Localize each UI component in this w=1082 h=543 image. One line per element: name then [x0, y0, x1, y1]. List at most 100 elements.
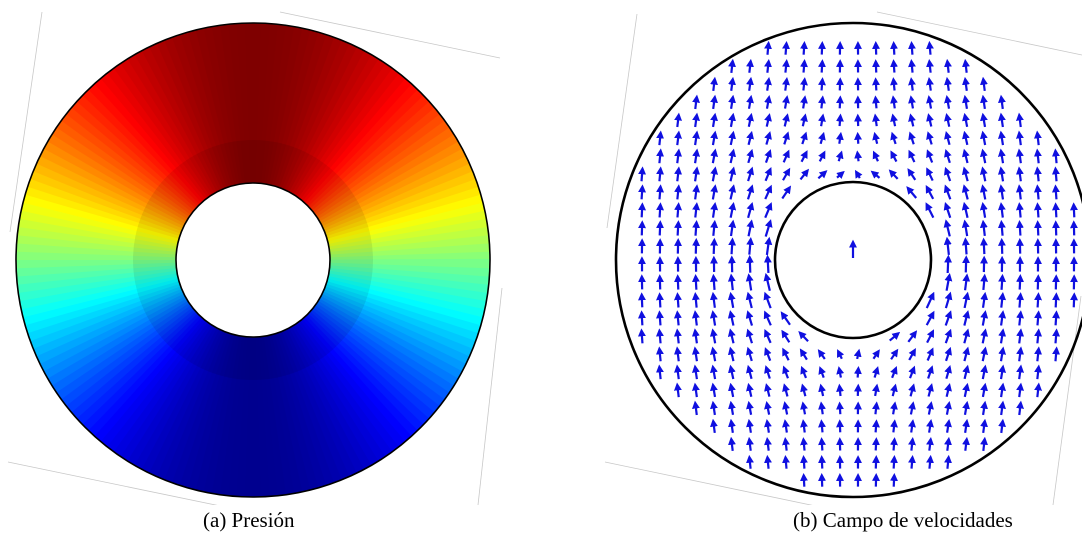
velocity-arrow — [870, 170, 881, 179]
velocity-arrow — [872, 349, 880, 360]
velocity-arrow — [746, 454, 754, 469]
velocity-arrow — [746, 112, 754, 127]
velocity-arrow — [872, 437, 880, 451]
velocity-arrow — [745, 254, 754, 273]
velocity-arrow — [782, 365, 790, 379]
velocity-arrow — [944, 254, 953, 274]
velocity-arrow — [908, 419, 916, 433]
velocity-arrow — [944, 382, 952, 397]
velocity-arrow — [728, 219, 737, 237]
velocity-arrow — [962, 328, 971, 344]
velocity-arrow — [800, 365, 808, 379]
velocity-arrow — [746, 237, 755, 255]
velocity-arrow — [1034, 364, 1043, 380]
velocity-arrow — [763, 310, 772, 326]
velocity-arrow — [1016, 112, 1024, 128]
frame-line — [876, 11, 1082, 56]
velocity-arrow — [782, 437, 790, 451]
velocity-arrow — [1033, 166, 1042, 182]
velocity-arrow — [818, 95, 826, 109]
velocity-arrow — [908, 454, 916, 469]
velocity-arrow — [745, 310, 754, 326]
velocity-arrow — [746, 94, 754, 109]
velocity-arrow — [962, 58, 970, 73]
velocity-arrow — [674, 220, 683, 236]
velocity-arrow — [872, 366, 880, 378]
velocity-arrow — [926, 77, 934, 91]
velocity-arrow — [710, 112, 718, 128]
velocity-arrow — [908, 95, 916, 109]
velocity-arrow — [728, 400, 736, 416]
caption-pressure: (a) Presión — [203, 508, 295, 532]
velocity-arrow — [908, 131, 916, 145]
velocity-arrow — [836, 401, 844, 415]
velocity-arrow — [888, 169, 899, 180]
velocity-arrow — [764, 76, 772, 91]
velocity-arrow — [728, 201, 737, 218]
velocity-arrow — [890, 401, 898, 415]
velocity-arrow — [818, 150, 826, 162]
velocity-arrow — [890, 150, 898, 163]
velocity-arrow — [998, 273, 1007, 290]
velocity-arrow — [1070, 202, 1078, 218]
velocity-arrow — [944, 166, 952, 182]
velocity-arrow — [1033, 184, 1042, 200]
velocity-arrow — [746, 382, 754, 398]
velocity-arrow — [980, 130, 988, 146]
velocity-arrow — [854, 169, 863, 179]
velocity-arrow — [800, 131, 808, 145]
velocity-arrow — [1016, 310, 1025, 326]
velocity-arrow — [782, 347, 790, 361]
velocity-arrow — [961, 237, 970, 255]
velocity-arrow — [998, 382, 1006, 398]
velocity-arrow — [925, 202, 935, 219]
velocity-arrow — [728, 130, 736, 146]
velocity-arrow — [998, 346, 1007, 362]
velocity-arrow — [638, 292, 646, 308]
velocity-arrow — [944, 454, 952, 469]
velocity-arrow — [800, 150, 808, 163]
velocity-arrow — [944, 346, 952, 362]
velocity-arrow — [710, 130, 719, 146]
velocity-arrow — [656, 202, 665, 218]
velocity-arrow — [836, 366, 845, 378]
velocity-arrow — [673, 310, 682, 326]
velocity-arrow — [943, 236, 952, 256]
velocity-arrow — [962, 76, 970, 91]
frame-line — [606, 13, 638, 229]
frame-line — [477, 287, 503, 505]
velocity-arrow — [800, 383, 808, 397]
velocity-arrow — [799, 348, 808, 361]
velocity-arrow — [890, 95, 898, 109]
velocity-arrow — [1015, 184, 1024, 200]
velocity-arrow — [710, 237, 719, 254]
velocity-arrow — [962, 273, 971, 291]
velocity-arrow — [692, 112, 700, 128]
pressure-wedge — [253, 260, 263, 505]
velocity-arrow — [836, 113, 844, 127]
velocity-arrow — [962, 436, 970, 451]
velocity-arrow — [944, 364, 952, 380]
velocity-arrow — [1033, 148, 1042, 164]
velocity-arrow — [890, 348, 899, 360]
velocity-arrow — [854, 131, 862, 144]
velocity-arrow — [800, 77, 808, 91]
velocity-arrow — [926, 419, 934, 433]
velocity-arrow — [926, 436, 934, 451]
velocity-arrow — [1033, 202, 1042, 218]
velocity-arrow — [800, 40, 808, 55]
velocity-arrow — [980, 94, 988, 110]
velocity-arrow — [727, 310, 736, 326]
velocity-arrow — [746, 364, 754, 380]
velocity-arrow — [818, 419, 826, 433]
velocity-arrow — [944, 273, 953, 291]
velocity-arrow — [962, 291, 971, 309]
velocity-arrow — [817, 170, 828, 180]
velocity-arrow — [782, 383, 790, 397]
velocity-arrow — [691, 346, 700, 362]
velocity-arrow — [979, 148, 988, 164]
velocity-arrow — [746, 219, 755, 237]
velocity-arrow — [944, 112, 952, 127]
velocity-arrow — [926, 454, 934, 469]
velocity-arrow — [944, 418, 952, 433]
